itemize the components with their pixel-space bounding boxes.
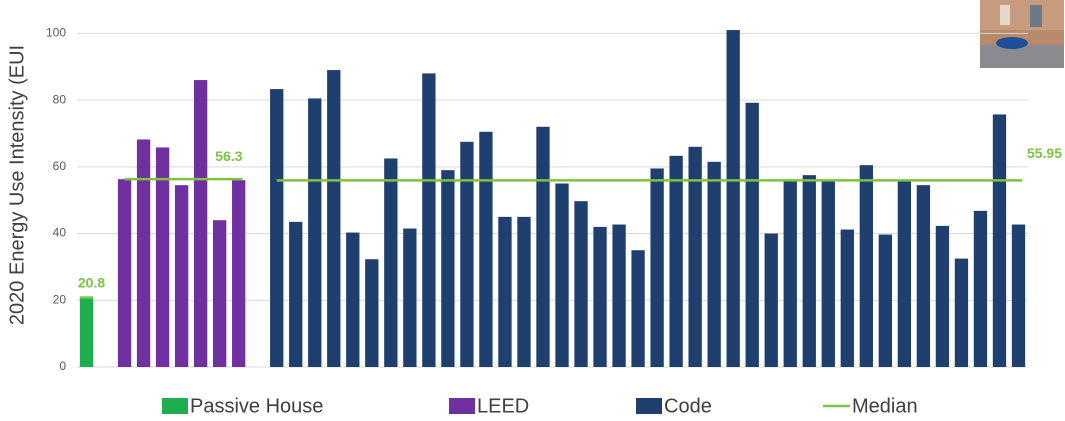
bar <box>365 259 378 367</box>
bar <box>974 211 987 367</box>
bar <box>118 179 131 367</box>
legend-swatch <box>449 398 475 414</box>
bar <box>708 162 721 367</box>
bar <box>879 235 892 367</box>
bar <box>270 89 283 367</box>
median-label: 55.95 <box>1027 145 1062 161</box>
bar <box>517 217 530 367</box>
bar <box>822 180 835 367</box>
bar <box>137 139 150 367</box>
thumbnail <box>980 0 1064 68</box>
bar <box>917 185 930 367</box>
bar <box>460 142 473 367</box>
y-tick-label: 20 <box>53 292 67 306</box>
bar <box>746 103 759 367</box>
bar <box>574 201 587 367</box>
bar <box>80 298 93 367</box>
bar <box>555 184 568 368</box>
bar <box>650 168 663 367</box>
bar <box>841 230 854 367</box>
legend-label: Passive House <box>190 395 323 417</box>
bar <box>593 227 606 367</box>
bar <box>308 98 321 367</box>
y-tick-label: 100 <box>46 26 66 40</box>
bar <box>898 179 911 367</box>
y-tick-label: 40 <box>53 226 67 240</box>
bar <box>327 70 340 367</box>
bar <box>612 225 625 367</box>
bar <box>403 229 416 367</box>
bar <box>289 222 302 367</box>
y-tick-label: 80 <box>53 92 67 106</box>
bar <box>765 234 778 367</box>
median-label: 56.3 <box>215 148 242 164</box>
bar <box>498 217 511 367</box>
legend-label: Code <box>664 395 712 417</box>
bar <box>346 233 359 367</box>
bar <box>860 165 873 367</box>
y-tick-label: 0 <box>59 359 66 373</box>
legend-swatch <box>636 398 662 414</box>
bar <box>936 226 949 367</box>
y-axis-label: 2020 Energy Use Intensity (EUI <box>6 45 28 325</box>
bar <box>422 73 435 367</box>
bar <box>784 180 797 367</box>
bar <box>669 156 682 367</box>
bar <box>213 220 226 367</box>
bar <box>232 180 245 367</box>
bar <box>993 114 1006 367</box>
bar <box>631 250 644 367</box>
bar <box>727 30 740 367</box>
bar <box>1012 225 1025 367</box>
legend-swatch <box>162 398 188 414</box>
bar <box>384 158 397 367</box>
bar <box>955 259 968 367</box>
bar <box>194 80 207 367</box>
bar <box>803 175 816 367</box>
median-label: 20.8 <box>78 274 105 290</box>
bar <box>441 170 454 367</box>
legend-label: Median <box>852 395 918 417</box>
y-tick-label: 60 <box>53 159 67 173</box>
bar <box>175 185 188 367</box>
bar <box>479 132 492 367</box>
bar <box>536 127 549 367</box>
chart: 2020 Energy Use Intensity (EUI 0 20 40 60 80… <box>0 0 1065 421</box>
legend-label: LEED <box>477 395 529 417</box>
